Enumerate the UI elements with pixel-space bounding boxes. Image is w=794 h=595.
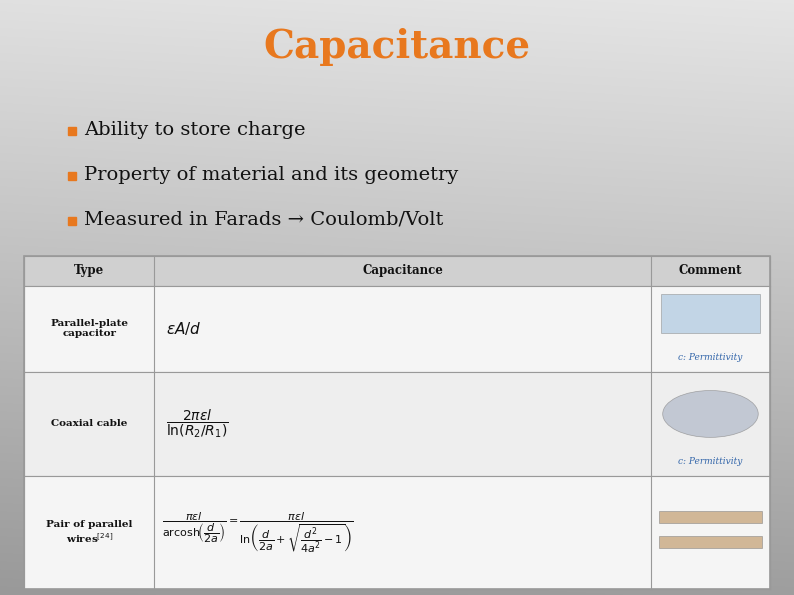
Bar <box>661 293 760 333</box>
Ellipse shape <box>663 390 758 437</box>
Bar <box>24 256 770 286</box>
Text: Capacitance: Capacitance <box>264 28 530 66</box>
Bar <box>24 372 770 476</box>
Text: Comment: Comment <box>679 264 742 277</box>
Text: Coaxial cable: Coaxial cable <box>51 419 127 428</box>
Text: Property of material and its geometry: Property of material and its geometry <box>84 166 458 184</box>
Text: Capacitance: Capacitance <box>362 264 443 277</box>
Text: Parallel-plate
capacitor: Parallel-plate capacitor <box>50 319 128 339</box>
Text: Measured in Farads → Coulomb/Volt: Measured in Farads → Coulomb/Volt <box>84 211 443 229</box>
Text: Type: Type <box>74 264 104 277</box>
Bar <box>659 536 762 547</box>
Bar <box>68 127 76 135</box>
Text: Pair of parallel
wires$^{[24]}$: Pair of parallel wires$^{[24]}$ <box>46 520 133 545</box>
Bar <box>68 217 76 225</box>
Text: c: Permittivity: c: Permittivity <box>678 458 742 466</box>
Bar <box>24 256 770 589</box>
Bar <box>24 476 770 589</box>
Bar <box>68 172 76 180</box>
Text: $\dfrac{2\pi\varepsilon l}{\ln(R_2/R_1)}$: $\dfrac{2\pi\varepsilon l}{\ln(R_2/R_1)}… <box>167 408 229 440</box>
Text: c: Permittivity: c: Permittivity <box>678 353 742 362</box>
Text: $\varepsilon A/d$: $\varepsilon A/d$ <box>167 320 202 337</box>
Bar <box>24 286 770 372</box>
Text: $\dfrac{\pi\varepsilon l}{\mathrm{arcosh}\!\left(\dfrac{d}{2a}\right)}= \dfrac{\: $\dfrac{\pi\varepsilon l}{\mathrm{arcosh… <box>163 511 354 555</box>
Text: Ability to store charge: Ability to store charge <box>84 121 306 139</box>
Bar <box>659 511 762 522</box>
